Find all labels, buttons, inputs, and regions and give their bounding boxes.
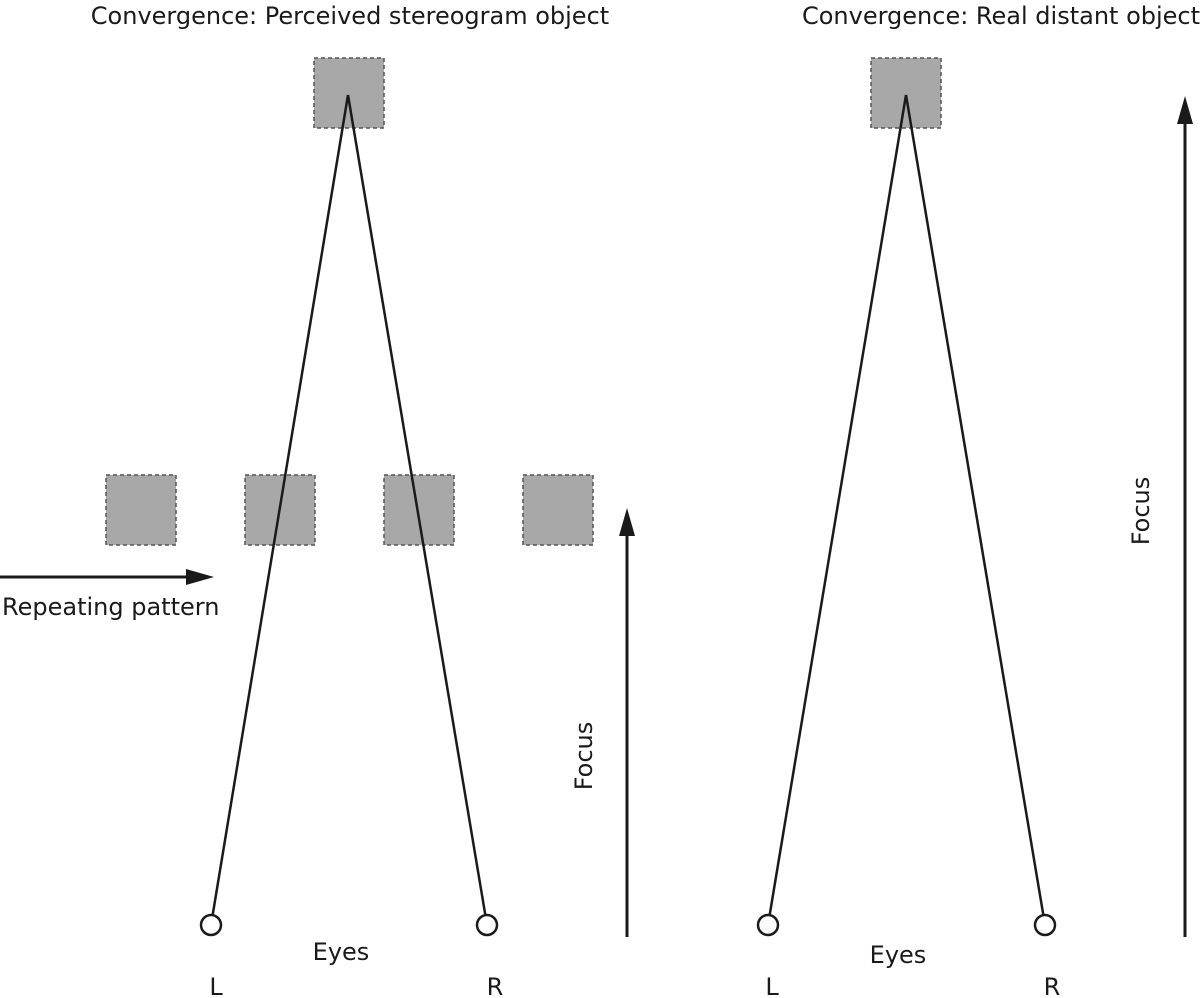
right-r-label: R [1044,973,1061,998]
left-panel: Convergence: Perceived stereogram object… [0,2,635,998]
pattern-box-1 [105,474,177,546]
pattern-box-4 [522,474,594,546]
right-focus-arrow-head [1177,96,1193,124]
pattern-label: Repeating pattern [2,593,219,621]
left-panel-title: Convergence: Perceived stereogram object [91,2,609,30]
right-panel-right-sight-line [904,94,1047,926]
pattern-arrow-head [186,569,214,585]
right-eye-circle [475,913,499,937]
real-object-box [870,57,942,129]
left-eye-sight-line [209,94,350,926]
right-panel-title: Convergence: Real distant object [802,2,1200,30]
right-panel-left-sight-line [766,94,908,926]
left-l-label: L [209,973,223,998]
left-eye-circle [199,913,223,937]
right-eyes-label: Eyes [870,941,927,969]
left-r-label: R [487,973,504,998]
right-focus-label: Focus [1127,477,1155,546]
left-eyes-label: Eyes [313,938,370,966]
right-eye-sight-line [346,94,489,926]
pattern-box-3 [383,474,455,546]
right-panel-right-eye-circle [1033,913,1057,937]
right-panel-left-eye-circle [756,913,780,937]
perceived-object-box [313,57,385,129]
right-l-label: L [765,973,779,998]
right-panel: Convergence: Real distant object Focus E… [756,2,1200,998]
left-focus-arrow-head [619,508,635,536]
left-focus-label: Focus [570,722,598,791]
